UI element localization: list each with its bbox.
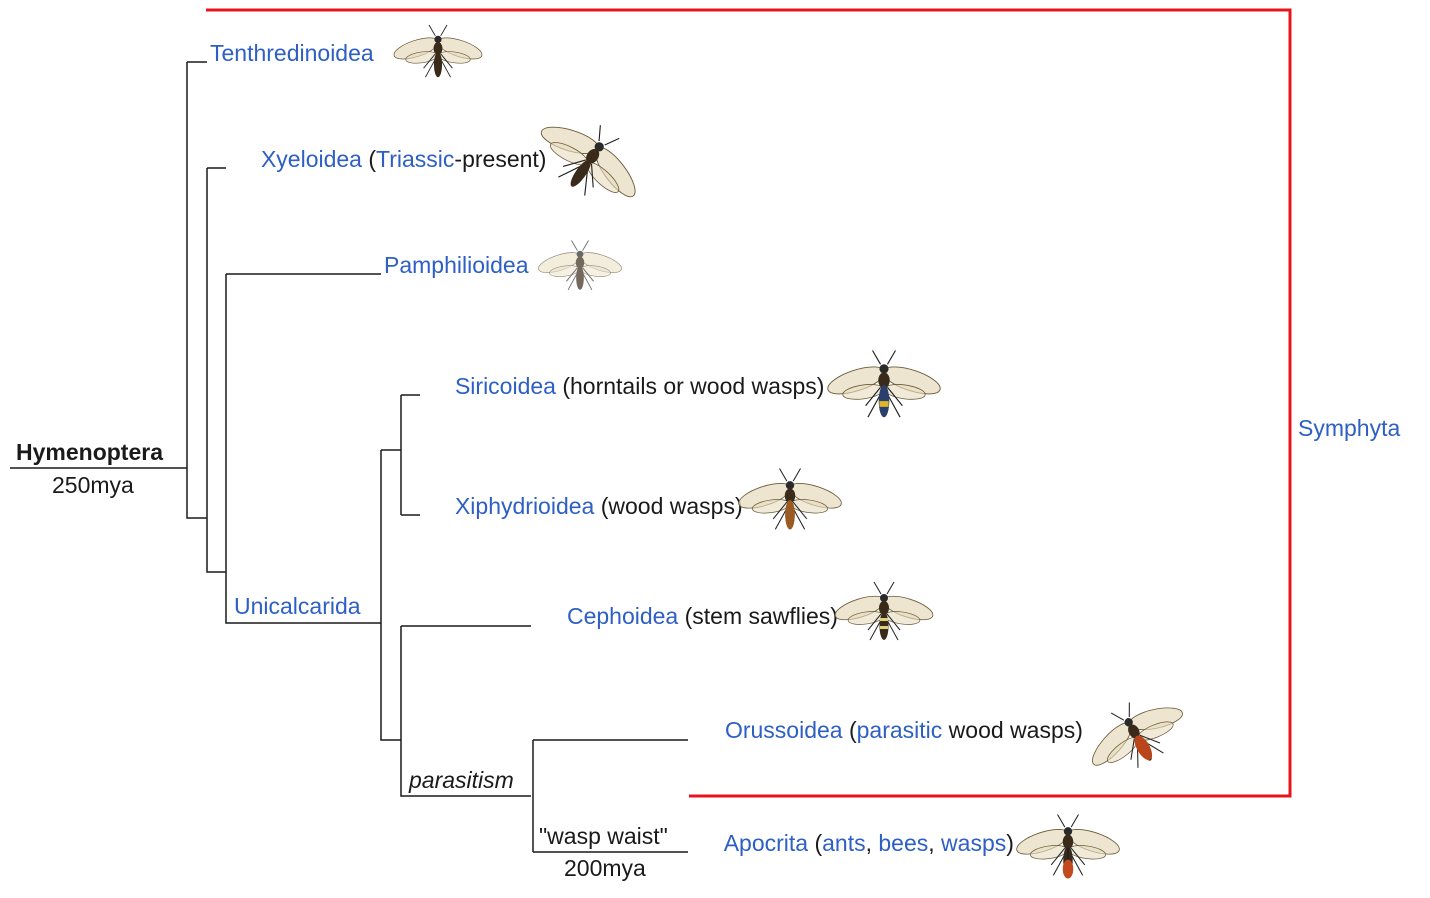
siricoidea-horntail-icon	[824, 349, 944, 418]
link-wasps[interactable]: wasps	[940, 830, 1006, 856]
taxon-siricoidea-label: Siricoidea (horntails or wood wasps)	[423, 373, 844, 399]
taxon-orussoidea[interactable]: Orussoidea	[725, 717, 843, 743]
taxon-orussoidea-label: Orussoidea (parasitic wood wasps)	[693, 717, 1102, 743]
taxon-apocrita-label: Apocrita (ants, bees, wasps)	[693, 830, 1033, 856]
annotation-wasp-waist: "wasp waist"	[539, 823, 668, 849]
root-name: Hymenoptera	[16, 439, 163, 465]
cephoidea-stem-sawfly-icon	[831, 581, 937, 641]
link-ants[interactable]: ants	[822, 830, 865, 856]
taxon-pamphilioidea[interactable]: Pamphilioidea	[384, 252, 529, 278]
node-cephoid-split	[400, 626, 531, 797]
taxon-cephoidea-label: Cephoidea (stem sawflies)	[535, 603, 857, 629]
annotation-parasitism: parasitism	[408, 767, 514, 793]
tenthredinoidea-wasp-icon	[391, 24, 485, 78]
node-xyeloidea-split	[206, 168, 226, 573]
node-hymenoptera	[186, 62, 207, 519]
taxon-cephoidea[interactable]: Cephoidea	[567, 603, 678, 629]
taxon-xyeloidea[interactable]: Xyeloidea	[261, 146, 362, 172]
clade-unicalcarida[interactable]: Unicalcarida	[234, 593, 361, 619]
link-bees[interactable]: bees	[878, 830, 928, 856]
xiphydrioidea-wood-wasp-icon	[735, 467, 845, 530]
taxon-xiphydrioidea[interactable]: Xiphydrioidea	[455, 493, 595, 519]
taxon-tenthredinoidea[interactable]: Tenthredinoidea	[210, 40, 374, 66]
node-unicalcarida	[380, 450, 401, 741]
apocrita-wasp-icon	[1013, 813, 1123, 879]
link-triassic[interactable]: Triassic	[376, 146, 454, 172]
orussoidea-parasitic-wasp-icon	[1072, 680, 1199, 789]
pamphilioidea-sawfly-icon	[535, 240, 625, 291]
taxon-apocrita[interactable]: Apocrita	[724, 830, 809, 856]
clade-symphyta[interactable]: Symphyta	[1298, 415, 1400, 441]
link-parasitic[interactable]: parasitic	[857, 717, 943, 743]
annotation-apocrita-age: 200mya	[564, 855, 646, 881]
tree-branches	[10, 61, 688, 853]
symphyta-bracket	[206, 8, 1292, 798]
taxon-xiphydrioidea-label: Xiphydrioidea (wood wasps)	[423, 493, 762, 519]
node-pamphilioidea-split	[225, 274, 381, 624]
root-age: 250mya	[52, 472, 134, 498]
taxon-siricoidea[interactable]: Siricoidea	[455, 373, 556, 399]
taxon-xyeloidea-label: Xyeloidea (Triassic-present)	[229, 146, 566, 172]
